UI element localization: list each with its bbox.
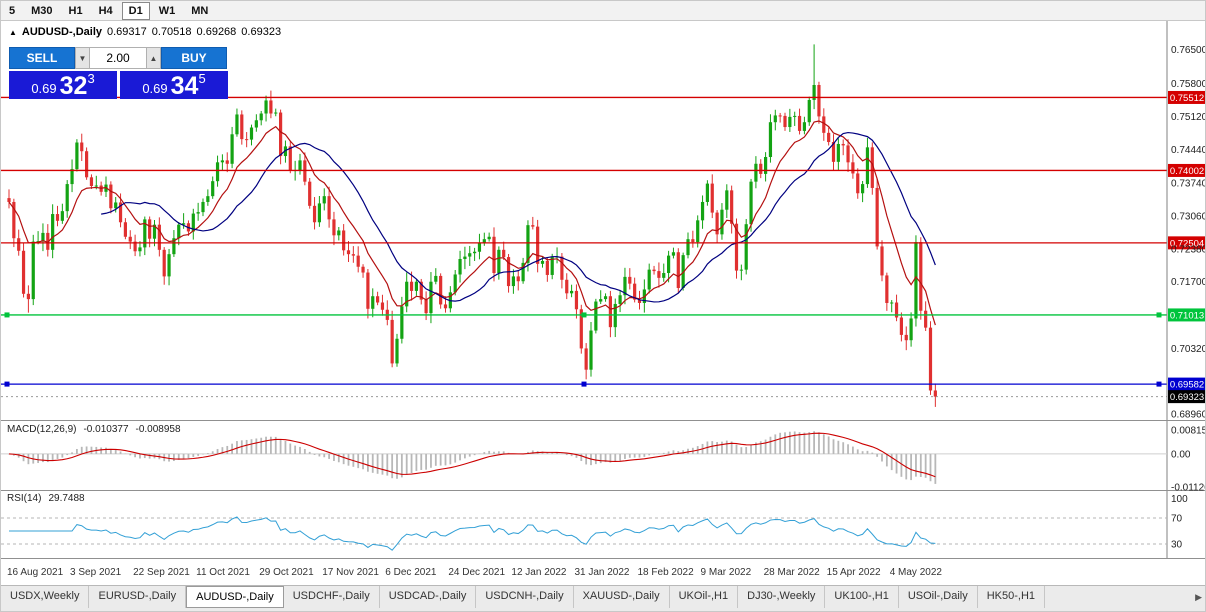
date-label: 15 Apr 2022: [826, 567, 881, 578]
svg-text:0.76500: 0.76500: [1171, 45, 1206, 56]
svg-text:0.75800: 0.75800: [1171, 79, 1206, 90]
date-label: 3 Sep 2021: [70, 567, 122, 578]
date-label: 17 Nov 2021: [322, 567, 379, 578]
quote-high: 0.70518: [151, 26, 192, 38]
date-label: 11 Oct 2021: [196, 567, 250, 578]
svg-text:30: 30: [1171, 540, 1183, 551]
date-label: 12 Jan 2022: [511, 567, 567, 578]
chart-tab-uk100-h1[interactable]: UK100-,H1: [825, 586, 899, 608]
timeframe-button-mn[interactable]: MN: [191, 4, 209, 17]
timeframe-button-h4[interactable]: H4: [98, 4, 113, 17]
svg-text:70: 70: [1171, 514, 1183, 525]
date-label: 24 Dec 2021: [448, 567, 506, 578]
date-axis: 16 Aug 2021 3 Sep 2021 22 Sep 2021 11 Oct 2…: [1, 559, 1205, 585]
chart-tab-usdcnh-daily[interactable]: USDCNH-,Daily: [476, 586, 574, 608]
volume-down-button[interactable]: ▼: [75, 47, 90, 69]
svg-text:0.008155: 0.008155: [1171, 425, 1206, 436]
date-label: 31 Jan 2022: [574, 567, 630, 578]
buy-price-big: 34: [170, 72, 199, 100]
macd-name: MACD(12,26,9): [7, 424, 77, 435]
date-label: 4 May 2022: [889, 567, 942, 578]
chart-tabs-bar: USDX,Weekly EURUSD-,Daily AUDUSD-,Daily USD…: [1, 585, 1205, 611]
chart-tab-xauusd-daily[interactable]: XAUUSD-,Daily: [573, 586, 670, 608]
chevron-down-icon: ▼: [78, 53, 87, 63]
buy-price-sup: 5: [198, 71, 206, 86]
timeframe-button-m30[interactable]: M30: [31, 4, 53, 17]
sell-price-big: 32: [59, 72, 88, 100]
chart-tab-hk50-h1[interactable]: HK50-,H1: [977, 586, 1046, 608]
rsi-name: RSI(14): [7, 493, 42, 504]
date-label: 9 Mar 2022: [700, 567, 752, 578]
date-label: 29 Oct 2021: [259, 567, 314, 578]
symbol-direction-icon: ▲: [9, 27, 17, 37]
quote-low: 0.69268: [196, 26, 237, 38]
svg-text:0.70320: 0.70320: [1171, 344, 1206, 355]
svg-text:0.68960: 0.68960: [1171, 410, 1206, 421]
quote-header: ▲ AUDUSD-,Daily 0.69317 0.70518 0.69268 …: [9, 26, 281, 38]
sell-price-prefix: 0.69: [31, 81, 57, 96]
date-label: 22 Sep 2021: [133, 567, 190, 578]
chart-tab-ukoil-h1[interactable]: UKOil-,H1: [669, 586, 739, 608]
buy-price[interactable]: 0.69 34 5: [120, 71, 228, 99]
timeframe-button-w1[interactable]: W1: [158, 4, 176, 17]
svg-text:0.71700: 0.71700: [1171, 277, 1206, 288]
buy-button[interactable]: BUY: [161, 47, 227, 69]
svg-text:-0.011263: -0.011263: [1171, 482, 1206, 493]
date-label: 6 Dec 2021: [385, 567, 437, 578]
date-label: 18 Feb 2022: [637, 567, 694, 578]
date-label: 28 Mar 2022: [763, 567, 820, 578]
sell-price-sup: 3: [87, 71, 95, 86]
chart-tab-usdchf-daily[interactable]: USDCHF-,Daily: [283, 586, 380, 608]
svg-text:0.69323: 0.69323: [1170, 392, 1204, 403]
svg-text:100: 100: [1171, 494, 1188, 505]
chevron-up-icon: ▲: [149, 53, 158, 63]
chart-tab-dj30-weekly[interactable]: DJ30-,Weekly: [738, 586, 826, 608]
svg-text:0.73740: 0.73740: [1171, 179, 1206, 190]
svg-text:0.75512: 0.75512: [1170, 93, 1204, 104]
quote-open: 0.69317: [107, 26, 147, 38]
chart-tab-usdcad-daily[interactable]: USDCAD-,Daily: [379, 586, 477, 608]
macd-indicator-label: MACD(12,26,9) -0.010377 -0.008958: [7, 424, 181, 435]
timeframe-toolbar: 5 M30 H1 H4 D1 W1 MN: [1, 1, 1205, 21]
svg-text:0.00: 0.00: [1171, 449, 1191, 460]
chart-tab-eurusd-daily[interactable]: EURUSD-,Daily: [89, 586, 187, 608]
quote-close: 0.69323: [241, 26, 282, 38]
chart-tabs: USDX,Weekly EURUSD-,Daily AUDUSD-,Daily USD…: [1, 586, 1205, 608]
rsi-indicator-label: RSI(14) 29.7488: [7, 493, 85, 504]
volume-input[interactable]: [90, 47, 146, 69]
sell-button[interactable]: SELL: [9, 47, 75, 69]
timeframe-button-h1[interactable]: H1: [68, 4, 83, 17]
svg-text:0.73060: 0.73060: [1171, 211, 1206, 222]
svg-text:0.75120: 0.75120: [1171, 112, 1206, 123]
chart-tab-audusd-daily[interactable]: AUDUSD-,Daily: [186, 586, 284, 608]
svg-text:0.71013: 0.71013: [1170, 310, 1204, 321]
macd-signal-value: -0.008958: [135, 424, 181, 435]
chart-tab-usdx-weekly[interactable]: USDX,Weekly: [1, 586, 90, 608]
svg-text:0.69582: 0.69582: [1170, 380, 1204, 391]
svg-text:0.72380: 0.72380: [1171, 244, 1206, 255]
rsi-value: 29.7488: [48, 493, 85, 504]
svg-text:0.74440: 0.74440: [1171, 145, 1206, 156]
svg-text:0.72504: 0.72504: [1170, 238, 1204, 249]
symbol-name: AUDUSD-,Daily: [21, 26, 102, 38]
tab-scroll-right-icon[interactable]: ▶: [1195, 592, 1202, 602]
sell-price[interactable]: 0.69 32 3: [9, 71, 117, 99]
volume-up-button[interactable]: ▲: [146, 47, 161, 69]
chart-tab-usoil-daily[interactable]: USOil-,Daily: [898, 586, 978, 608]
buy-price-prefix: 0.69: [142, 81, 168, 96]
svg-text:0.74002: 0.74002: [1170, 166, 1204, 177]
date-label: 16 Aug 2021: [7, 567, 64, 578]
timeframe-button-5[interactable]: 5: [9, 4, 16, 17]
macd-main-value: -0.010377: [83, 424, 129, 435]
one-click-trading-panel: SELL ▼ ▲ BUY 0.69 32 3 0.69 34 5: [9, 47, 229, 99]
timeframe-button-d1[interactable]: D1: [121, 1, 150, 20]
